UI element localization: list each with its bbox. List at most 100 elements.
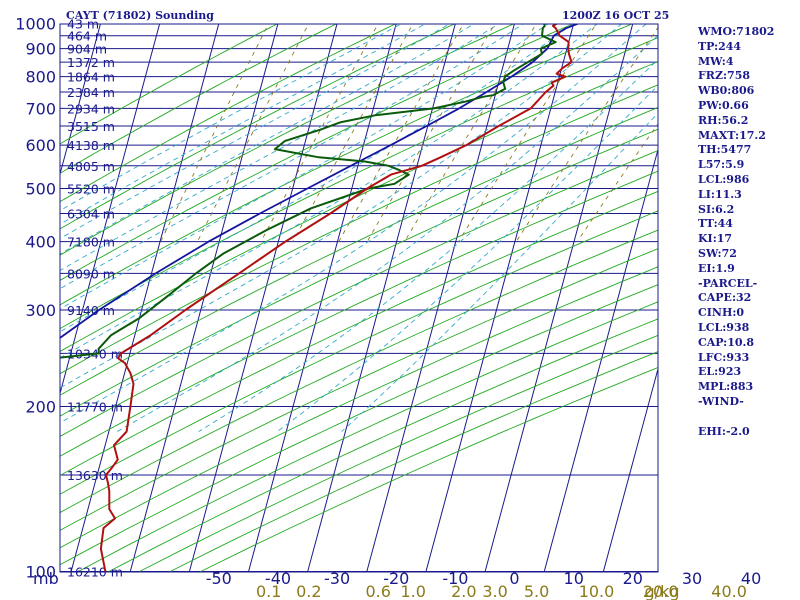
index-item: EHI:-2.0 bbox=[698, 424, 750, 438]
dry-adiabat-line bbox=[60, 24, 279, 145]
dry-adiabat-line bbox=[60, 190, 658, 477]
moist-adiabat-line bbox=[60, 24, 451, 240]
moist-adiabat-line bbox=[60, 24, 500, 272]
mixing-ratio-line bbox=[260, 24, 379, 242]
temperature-tick-label: 10 bbox=[564, 569, 584, 588]
moist-adiabat-line bbox=[60, 24, 402, 212]
moist-adiabat-line bbox=[198, 58, 658, 432]
dry-adiabat-line bbox=[60, 284, 658, 566]
index-item: MW:4 bbox=[698, 54, 734, 68]
moist-adiabat-line bbox=[60, 24, 647, 424]
mixing-ratio-tick-label: 1.0 bbox=[400, 582, 425, 600]
index-item bbox=[698, 410, 774, 425]
dry-adiabat-line bbox=[60, 24, 338, 174]
height-label: 8090 m bbox=[67, 266, 115, 281]
mixing-ratio-line bbox=[404, 24, 537, 242]
mixing-ratio-tick-label: 40.0 bbox=[711, 582, 747, 600]
height-label: 2934 m bbox=[67, 101, 115, 116]
dry-adiabat-line bbox=[60, 170, 658, 457]
index-item: MPL:883 bbox=[698, 380, 754, 394]
index-item: -PARCEL- bbox=[698, 276, 758, 290]
stability-indices-panel: WMO:71802 TP:244 MW:4 FRZ:758 WB0:806 PW:0.66… bbox=[698, 25, 774, 439]
pressure-tick-label: 200 bbox=[25, 398, 56, 417]
dry-adiabat-line bbox=[137, 334, 658, 572]
pressure-tick-label: 700 bbox=[25, 99, 56, 118]
mixing-ratio-tick-label: 0.2 bbox=[296, 582, 321, 600]
height-label: 1864 m bbox=[67, 70, 115, 85]
isotherm-line bbox=[70, 24, 220, 572]
height-label: 4138 m bbox=[67, 138, 115, 153]
pressure-tick-label: 900 bbox=[25, 40, 56, 59]
moist-adiabat-line bbox=[60, 24, 524, 290]
plot-frame bbox=[59, 23, 659, 573]
index-item: FRZ:758 bbox=[698, 69, 751, 83]
sounding-profiles bbox=[60, 24, 579, 572]
height-label: 11770 m bbox=[67, 400, 123, 415]
isotherm-line bbox=[543, 147, 658, 572]
moist-adiabat-line bbox=[60, 24, 598, 359]
index-item: CINH:0 bbox=[698, 306, 745, 320]
index-item: LCL:986 bbox=[698, 172, 750, 186]
dry-adiabat-line bbox=[76, 301, 658, 572]
height-label: 5520 m bbox=[67, 182, 115, 197]
index-item: -WIND- bbox=[698, 394, 744, 408]
moist-adiabat-line bbox=[341, 112, 658, 432]
index-item: WMO:71802 bbox=[698, 25, 775, 38]
height-label: 464 m bbox=[67, 29, 107, 44]
mixing-ratio-tick-label: 2.0 bbox=[451, 582, 476, 600]
pressure-tick-label: 1000 bbox=[15, 15, 56, 34]
dry-adiabat-line bbox=[107, 318, 658, 572]
mixing-ratio-line bbox=[515, 26, 658, 242]
index-item: CAP:10.8 bbox=[698, 335, 755, 349]
temperature-line bbox=[99, 24, 573, 572]
mixing-ratio-line bbox=[197, 24, 310, 242]
temperature-tick-label: -20 bbox=[383, 569, 409, 588]
index-item: LCL:938 bbox=[698, 320, 750, 334]
index-item: SW:72 bbox=[698, 246, 737, 260]
pressure-tick-label: 100 bbox=[25, 563, 56, 582]
dewpoint-line bbox=[60, 24, 557, 359]
dry-adiabat-line bbox=[60, 106, 658, 396]
index-item: WB0:806 bbox=[698, 84, 755, 98]
dry-adiabat-line bbox=[60, 24, 574, 281]
height-label: 6304 m bbox=[67, 207, 115, 222]
pressure-tick-label: 300 bbox=[25, 301, 56, 320]
isotherm-line bbox=[366, 24, 515, 572]
mixing-ratio-line bbox=[338, 24, 465, 242]
pressure-tick-label: 600 bbox=[25, 136, 56, 155]
station-title: CAYT (71802) Sounding bbox=[66, 9, 214, 22]
height-label: 3515 m bbox=[67, 119, 115, 134]
pressure-tick-label: 400 bbox=[25, 233, 56, 252]
index-item: EL:923 bbox=[698, 365, 742, 379]
mixing-ratio-lines bbox=[160, 24, 658, 242]
moist-adiabat-line bbox=[276, 84, 658, 432]
isotherm-line bbox=[60, 24, 161, 396]
index-item: KI:17 bbox=[698, 232, 733, 246]
height-label: 7180 m bbox=[67, 235, 115, 250]
temperature-tick-label: -30 bbox=[324, 569, 350, 588]
temperature-tick-label: 30 bbox=[682, 569, 702, 588]
index-item: L57:5.9 bbox=[698, 158, 745, 172]
temperature-tick-label: -10 bbox=[442, 569, 468, 588]
isotherm-line bbox=[129, 24, 279, 572]
dry-adiabat-line bbox=[60, 24, 456, 230]
moist-adiabats bbox=[60, 24, 658, 432]
index-item: RH:56.2 bbox=[698, 113, 749, 127]
dry-adiabat-line bbox=[60, 266, 658, 549]
dry-adiabat-line bbox=[168, 351, 658, 572]
index-item: TT:44 bbox=[698, 217, 733, 231]
height-label: 13630 m bbox=[67, 468, 123, 483]
dry-adiabat-line bbox=[60, 210, 658, 495]
mixing-ratio-line bbox=[366, 24, 496, 242]
height-label: 904 m bbox=[67, 42, 107, 57]
isotherm-line bbox=[425, 24, 575, 572]
dry-adiabat-line bbox=[60, 248, 658, 531]
temperature-tick-label: -50 bbox=[206, 569, 232, 588]
temperature-tick-label: 0 bbox=[509, 569, 519, 588]
index-item: LFC:933 bbox=[698, 350, 750, 364]
index-item: LI:11.3 bbox=[698, 187, 742, 201]
parcel-trace-line bbox=[60, 24, 579, 339]
isotherm-line bbox=[484, 24, 634, 572]
